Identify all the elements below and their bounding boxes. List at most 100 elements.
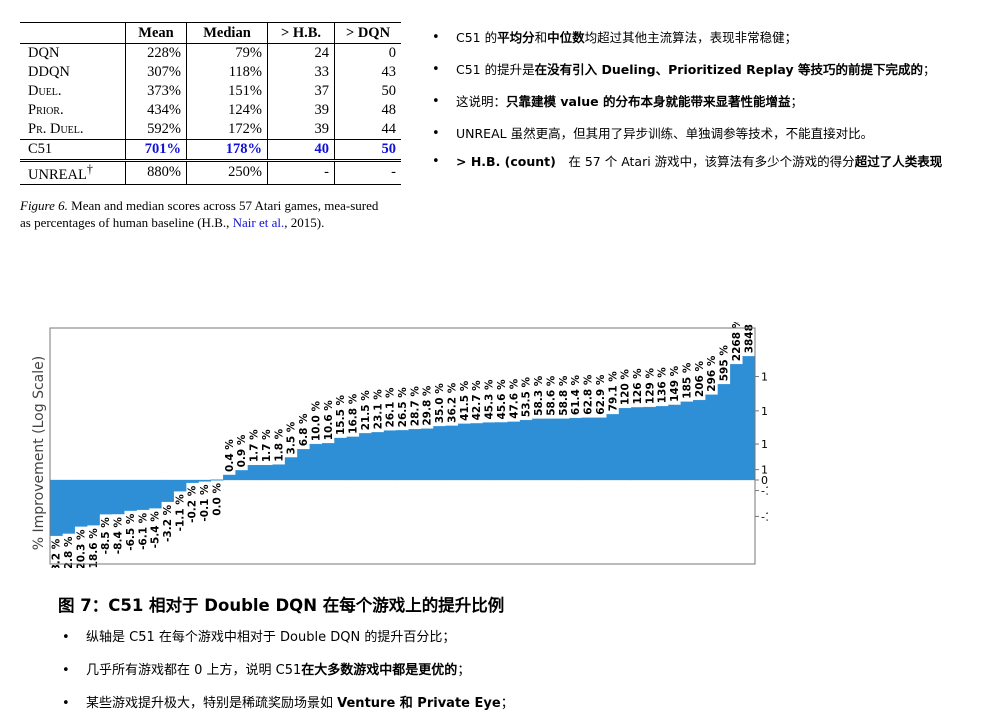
cell-hb: - xyxy=(267,160,335,185)
bar-value-label: -20.3 % xyxy=(75,529,87,568)
chart-bar xyxy=(420,428,434,481)
chart-bar xyxy=(742,356,756,481)
chart-bar xyxy=(643,406,657,481)
header-hb: > H.B. xyxy=(267,22,335,44)
bar-value-label: 1.8 % xyxy=(273,428,285,461)
table-row: Prior. 434% 124% 39 48 xyxy=(20,101,401,120)
chart-bar xyxy=(433,426,447,481)
bar-value-label: 206 % xyxy=(694,361,706,398)
chart-bar-labels: -38.2 % -32.8 % -20.3 % -18.6 % -8.5 % -8.4 %… xyxy=(51,322,756,568)
chart-bar xyxy=(210,479,224,481)
note-bold: 在没有引入 Dueling、Prioritized Replay 等技巧的前提下… xyxy=(534,62,923,77)
bar-value-label: 129 % xyxy=(644,367,656,404)
table-row: Pr. Duel. 592% 172% 39 44 xyxy=(20,120,401,140)
dagger-mark: † xyxy=(86,162,93,176)
bar-value-label: 10.0 % xyxy=(310,401,322,442)
chart-bar xyxy=(655,406,669,481)
bar-value-label: 79.1 % xyxy=(607,371,619,412)
chart-bar xyxy=(99,479,113,515)
bar-value-label: -3.2 % xyxy=(162,504,174,542)
note-bold: 超过了人类表现 xyxy=(854,154,943,169)
note-bold: Venture 和 Private Eye xyxy=(337,696,501,711)
note-text: UNREAL 虽然更高，但其用了异步训练、单独调参等技术，不能直接对比。 xyxy=(456,126,874,141)
bar-value-label: -5.4 % xyxy=(150,511,162,549)
chart-bar xyxy=(396,430,409,481)
header-median: Median xyxy=(186,22,268,44)
table-row: DQN 228% 79% 24 0 xyxy=(20,43,401,63)
chart-bar xyxy=(507,421,521,481)
cell-mean: 701% xyxy=(125,139,187,162)
bar-value-label: 3.5 % xyxy=(286,421,298,454)
cell-dqn: - xyxy=(334,160,401,185)
y-tick-label: 0 xyxy=(761,474,768,487)
cell-mean: 373% xyxy=(125,82,187,101)
cell-dqn: 43 xyxy=(334,63,401,82)
bar-value-label: 36.2 % xyxy=(446,382,458,423)
note-text: C51 的提升是 xyxy=(456,62,535,77)
chart-bar xyxy=(309,443,323,481)
cell-mean: 307% xyxy=(125,63,187,82)
cell-mean: 880% xyxy=(125,160,187,185)
y-axis-label: % Improvement (Log Scale) xyxy=(31,356,47,550)
chart-bar xyxy=(74,479,88,527)
y-tick-label: 10³ xyxy=(761,370,768,383)
figure-label: Figure 6. xyxy=(20,198,68,213)
chart-bar xyxy=(693,399,706,481)
chart-bar xyxy=(569,417,583,481)
bar-value-label: 29.8 % xyxy=(422,385,434,426)
list-item: 纵轴是 C51 在每个游戏中相对于 Double DQN 的提升百分比； xyxy=(58,630,514,646)
caption-text: Mean and median scores across 57 Atari g… xyxy=(20,198,379,230)
list-item: UNREAL 虽然更高，但其用了异步训练、单独调参等技术，不能直接对比。 xyxy=(432,126,1000,142)
cell-median: 79% xyxy=(186,43,268,63)
chart-bar xyxy=(482,422,496,481)
cell-hb: 24 xyxy=(267,43,335,63)
note-text: 这说明： xyxy=(456,94,507,109)
list-item: > H.B. (count) 在 57 个 Atari 游戏中，该算法有多少个游… xyxy=(432,154,1000,170)
cell-hb: 37 xyxy=(267,82,335,101)
bar-value-label: 10.6 % xyxy=(323,400,335,441)
bar-value-label: 126 % xyxy=(632,368,644,405)
cell-dqn: 44 xyxy=(334,120,401,140)
bar-value-label: 23.1 % xyxy=(372,389,384,430)
chart-bar xyxy=(124,479,137,511)
chart-bar xyxy=(49,479,63,536)
chart-bar xyxy=(445,425,459,481)
note-text: 均超过其他主流算法，表现非常稳健； xyxy=(584,30,798,45)
chart-bar xyxy=(235,470,249,481)
bar-value-label: 41.5 % xyxy=(459,380,471,421)
chart-bar xyxy=(680,401,694,481)
note-bold: > H.B. (count) xyxy=(456,154,556,169)
cell-median: 172% xyxy=(186,120,268,140)
caption-text-end: , 2015). xyxy=(284,215,325,230)
bar-value-label: -0.1 % xyxy=(199,484,211,522)
bar-value-label: 16.8 % xyxy=(348,393,360,434)
cell-hb: 39 xyxy=(267,120,335,140)
chart-bar xyxy=(519,419,533,481)
list-item: C51 的提升是在没有引入 Dueling、Prioritized Replay… xyxy=(432,62,1000,78)
cell-algo: Duel. xyxy=(28,83,62,99)
note-text: ； xyxy=(922,62,936,77)
citation-link[interactable]: Nair et al. xyxy=(232,215,285,230)
bar-value-label: 26.5 % xyxy=(397,387,409,428)
note-text: 在 57 个 Atari 游戏中，该算法有多少个游戏的得分 xyxy=(555,154,855,169)
bar-value-label: 1.7 % xyxy=(249,429,261,462)
chart-bar xyxy=(111,479,125,515)
bar-value-label: -32.8 % xyxy=(63,536,75,568)
score-table: Mean Median > H.B. > DQN DQN 228% 79% 24… xyxy=(20,22,401,185)
bar-value-label: 0.0 % xyxy=(211,483,223,516)
note-text: ； xyxy=(500,696,514,711)
cell-hb: 33 xyxy=(267,63,335,82)
chart-bar xyxy=(618,407,632,481)
note-text: 纵轴是 C51 在每个游戏中相对于 Double DQN 的提升百分比； xyxy=(86,630,456,645)
chart-bar xyxy=(359,433,372,481)
header-dqn: > DQN xyxy=(334,22,401,44)
figure-6-caption: Figure 6. Mean and median scores across … xyxy=(20,197,392,231)
note-bold: 只靠建模 value 的分布本身就能带来显著性能增益 xyxy=(506,94,791,109)
bar-value-label: 45.3 % xyxy=(484,379,496,420)
table-row-highlight: C51 701% 178% 40 50 xyxy=(20,139,401,162)
bar-value-label: 62.8 % xyxy=(583,374,595,415)
chart-bar xyxy=(705,394,719,481)
bar-value-label: 3848 % xyxy=(743,322,755,353)
bar-value-label: 0.9 % xyxy=(236,434,248,467)
cell-algo: Prior. xyxy=(28,102,64,118)
